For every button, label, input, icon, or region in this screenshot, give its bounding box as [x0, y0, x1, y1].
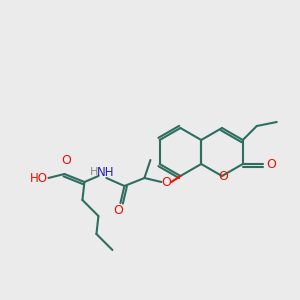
Text: H: H	[90, 167, 99, 177]
Text: O: O	[113, 203, 123, 217]
Text: O: O	[218, 170, 228, 184]
Text: HO: HO	[29, 172, 47, 184]
Text: O: O	[61, 154, 71, 166]
Text: O: O	[266, 158, 276, 170]
Text: O: O	[161, 176, 171, 188]
Text: NH: NH	[97, 166, 114, 178]
